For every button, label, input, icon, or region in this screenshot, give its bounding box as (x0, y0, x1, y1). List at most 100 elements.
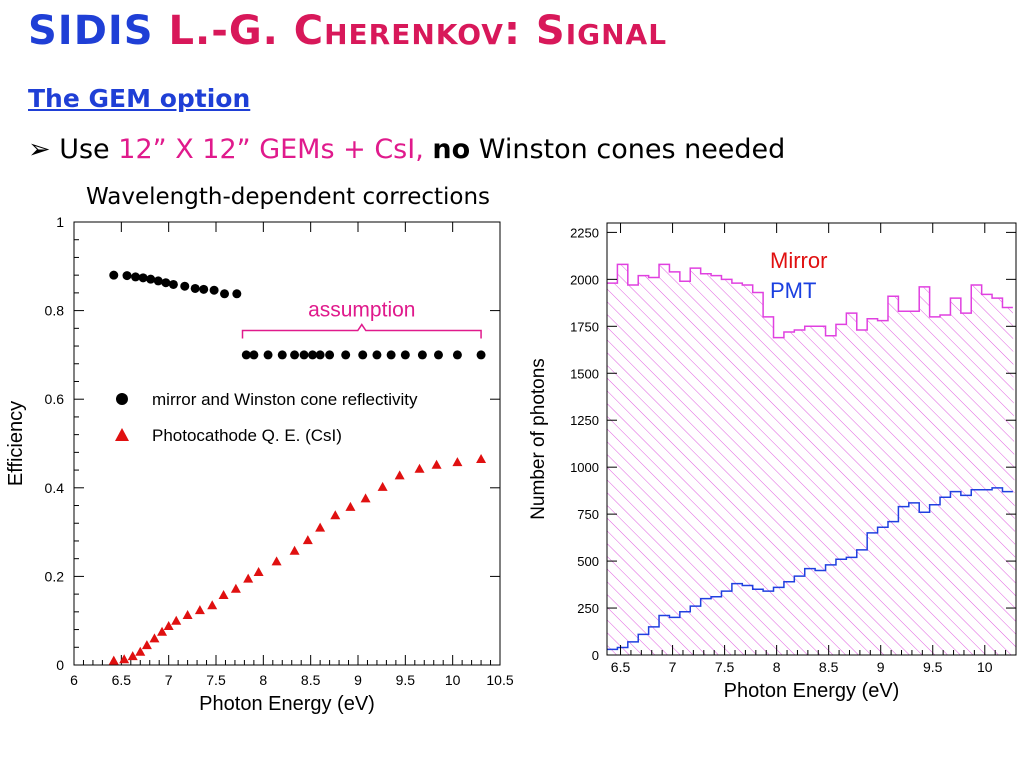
x-tick-label: 6.5 (112, 672, 132, 688)
mirror-point (109, 270, 119, 280)
x-tick-label: 9.5 (396, 672, 416, 688)
csi-point (345, 501, 356, 511)
x-tick-label: 10.5 (486, 672, 513, 688)
mirror-point (433, 350, 443, 360)
x-tick-label: 8.5 (819, 659, 839, 675)
legend-mirror-label: Mirror (770, 248, 827, 273)
y-tick-label: 2250 (570, 225, 599, 240)
y-tick-label: 2000 (570, 272, 599, 287)
csi-point (149, 633, 160, 643)
legend-mirror-label: mirror and Winston cone reflectivity (152, 390, 418, 409)
csi-point (230, 583, 241, 593)
mirror-point (199, 284, 209, 294)
mirror-point (190, 283, 200, 293)
mirror-point (146, 274, 156, 284)
mirror-point (122, 271, 132, 281)
mirror-point (241, 350, 251, 360)
csi-point (302, 535, 313, 545)
mirror-point (138, 273, 148, 283)
y-tick-label: 1250 (570, 413, 599, 428)
csi-point (271, 556, 282, 566)
mirror-point (131, 272, 141, 282)
csi-point (108, 655, 119, 665)
mirror-point (168, 279, 178, 289)
mirror-point (400, 350, 410, 360)
csi-point (253, 566, 264, 576)
y-axis-label: Number of photons (528, 358, 549, 520)
csi-point (476, 454, 487, 464)
x-axis-label: Photon Energy (eV) (199, 693, 375, 715)
csi-point (135, 646, 146, 656)
mirror-point (180, 281, 190, 291)
x-tick-label: 9.5 (923, 659, 943, 675)
mirror-point (476, 350, 486, 360)
x-tick-label: 8 (259, 672, 267, 688)
mirror-point (315, 350, 325, 360)
y-tick-label: 0 (56, 657, 64, 673)
mirror-point (417, 350, 427, 360)
y-tick-label: 0.4 (45, 480, 65, 496)
bullet-gems: 12” X 12” GEMs + CsI, (118, 134, 424, 165)
csi-point (157, 626, 168, 636)
y-tick-label: 500 (577, 554, 599, 569)
csi-point (141, 640, 152, 650)
bullet-rest: Winston cones needed (478, 134, 786, 165)
x-tick-label: 8.5 (301, 672, 321, 688)
csi-point (315, 522, 326, 532)
mirror-point (232, 289, 242, 299)
csi-point (330, 510, 341, 520)
x-tick-label: 7 (669, 659, 677, 675)
mirror-point (277, 350, 287, 360)
csi-point (360, 493, 371, 503)
efficiency-chart: 6 6.5 7 7.5 8 8.5 9 9.5 10 10.5 0 0.2 0.4 0.6 0.8 1 Phot… (5, 214, 514, 715)
mirror-point (249, 350, 259, 360)
bullet-no: no (432, 134, 471, 165)
csi-point (394, 470, 405, 480)
mirror-point (452, 350, 462, 360)
mirror-point (290, 350, 300, 360)
y-tick-label: 0.8 (45, 303, 65, 319)
csi-point (414, 463, 425, 473)
assumption-label: assumption (308, 299, 415, 322)
mirror-point (341, 350, 351, 360)
mirror-point (308, 350, 318, 360)
csi-point (163, 621, 174, 631)
corrections-label: Wavelength-dependent corrections (86, 184, 491, 210)
csi-point (127, 651, 138, 661)
csi-point (289, 545, 300, 555)
plot-frame (73, 221, 501, 666)
legend-csi-marker (115, 428, 129, 441)
title-sidis: SIDIS (28, 8, 154, 54)
x-tick-label: 7.5 (715, 659, 735, 675)
mirror-point (263, 350, 273, 360)
csi-point (171, 615, 182, 625)
mirror-point (153, 276, 163, 286)
y-tick-label: 250 (577, 601, 599, 616)
x-axis-label: Photon Energy (eV) (724, 680, 900, 702)
legend-csi-label: Photocathode Q. E. (CsI) (152, 426, 342, 445)
section-subtitle: The GEM option (28, 84, 251, 113)
y-tick-label: 1750 (570, 319, 599, 334)
x-tick-label: 10 (445, 672, 461, 688)
legend-pmt-label: PMT (770, 278, 816, 303)
y-tick-label: 1 (56, 214, 64, 230)
csi-point (243, 573, 254, 583)
y-tick-label: 0.2 (45, 568, 65, 584)
mirror-histogram-line (607, 263, 1013, 339)
csi-point (119, 654, 130, 664)
csi-point (218, 590, 229, 600)
y-tick-label: 0.6 (45, 391, 65, 407)
csi-point (182, 609, 193, 619)
mirror-point (299, 350, 309, 360)
x-tick-label: 7 (165, 672, 173, 688)
pmt-histogram-line (607, 487, 1013, 651)
x-tick-label: 6.5 (611, 659, 631, 675)
bullet-arrow-icon: ➢ (28, 134, 51, 165)
csi-point (377, 481, 388, 491)
bullet-use: Use (59, 134, 110, 165)
mirror-hatch-area (607, 264, 1016, 655)
x-tick-label: 9 (877, 659, 885, 675)
x-tick-label: 6 (70, 672, 78, 688)
mirror-point (209, 285, 219, 295)
csi-point (207, 600, 218, 610)
